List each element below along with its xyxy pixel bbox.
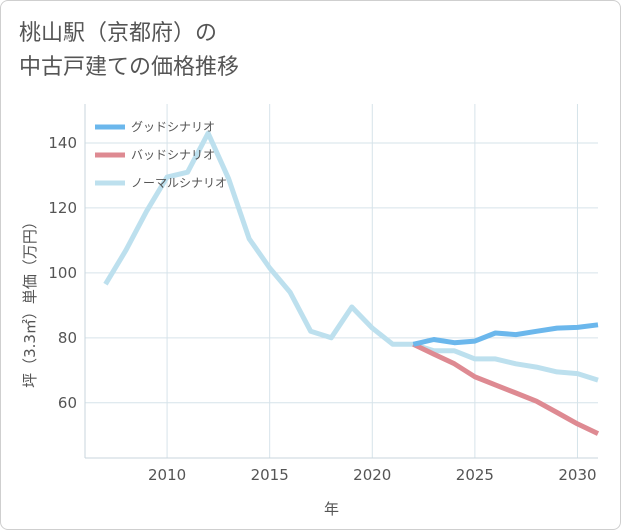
x-axis-title: 年 (324, 500, 339, 518)
legend-label: バッドシナリオ (131, 148, 215, 162)
x-tick-label: 2010 (148, 466, 186, 484)
x-tick-label: 2030 (558, 466, 596, 484)
x-tick-label: 2020 (353, 466, 391, 484)
series-line-2 (103, 130, 599, 383)
legend-label: ノーマルシナリオ (131, 176, 227, 190)
series-line-1 (412, 342, 600, 436)
x-tick-label: 2015 (251, 466, 289, 484)
y-tick-label: 140 (48, 134, 77, 152)
y-tick-label: 80 (58, 329, 77, 347)
chart-title-line-2: 中古戸建ての価格推移 (19, 55, 240, 80)
y-tick-label: 60 (58, 394, 77, 412)
series-line-0 (412, 322, 599, 347)
chart-title-line-1: 桃山駅（京都府）の (19, 21, 218, 46)
chart-title: 桃山駅（京都府）の 中古戸建ての価格推移 (19, 17, 239, 85)
x-tick-label: 2025 (456, 466, 494, 484)
y-tick-label: 100 (48, 264, 77, 282)
legend-label: グッドシナリオ (131, 120, 215, 134)
y-tick-label: 120 (48, 199, 77, 217)
plot-area (85, 104, 598, 458)
y-axis-title: 坪（3.3㎡）単価（万円） (21, 214, 39, 388)
